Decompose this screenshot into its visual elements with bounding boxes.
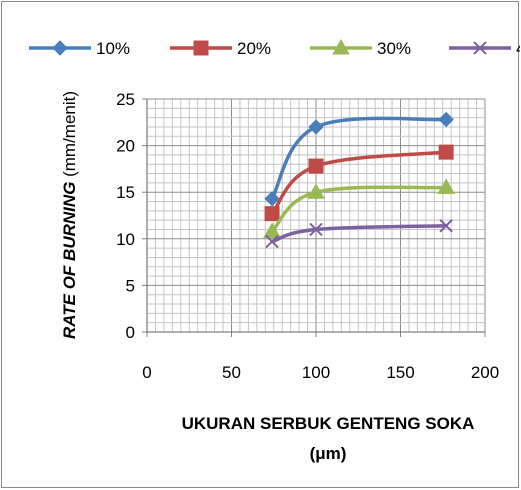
x-axis-title: UKURAN SERBUK GENTENG SOKA [182,414,475,433]
y-tick-label: 5 [126,276,135,295]
data-point [308,158,324,174]
legend-label: 10% [96,39,130,58]
data-point [438,144,454,160]
legend: 10% 20% 30% 40% [29,38,520,58]
y-tick-label: 15 [116,183,135,202]
series-line [270,224,448,244]
data-point [309,222,323,237]
axis-titles: UKURAN SERBUK GENTENG SOKA (μm) RATE OF … [60,91,474,463]
gridlines [146,98,486,333]
y-tick-label: 25 [116,90,135,109]
data-point [263,222,281,238]
legend-item: 30% [310,38,411,58]
data-point [437,178,455,195]
series-2 [264,144,454,222]
y-axis-title-italic: RATE OF BURNING [60,182,79,339]
x-tick-label: 100 [302,363,330,382]
series-3 [263,178,455,238]
data-point [264,206,280,222]
x-tick-label: 0 [142,363,151,382]
data-point [308,119,324,135]
data-point [264,191,280,207]
data-point [439,219,453,233]
x-axis-unit: (μm) [310,444,347,463]
axes [142,98,486,337]
tick-labels: 0 50 100 150 200 0 5 10 15 20 25 [116,90,499,382]
legend-item: 20% [170,39,271,58]
legend-marker [473,41,487,55]
series-group [263,111,455,249]
y-axis-title: RATE OF BURNING (mm/menit) [60,91,79,339]
x-tick-label: 150 [386,363,414,382]
legend-label: 30% [377,39,411,58]
y-tick-label: 10 [116,230,135,249]
y-axis-title-unit: (mm/menit) [60,91,79,182]
data-point [265,234,279,249]
legend-label: 40% [516,39,520,58]
x-tick-label: 200 [471,363,499,382]
y-tick-label: 0 [126,323,135,342]
legend-marker [193,40,209,56]
legend-label: 20% [237,39,271,58]
y-tick-label: 20 [116,137,135,156]
series-1 [264,111,454,207]
legend-marker [332,38,350,55]
legend-item: 10% [29,39,130,58]
x-tick-label: 50 [222,363,241,382]
series-4 [265,219,453,249]
legend-marker [52,40,68,56]
legend-item: 40% [449,39,520,58]
data-point [307,183,325,199]
data-point [438,111,454,128]
